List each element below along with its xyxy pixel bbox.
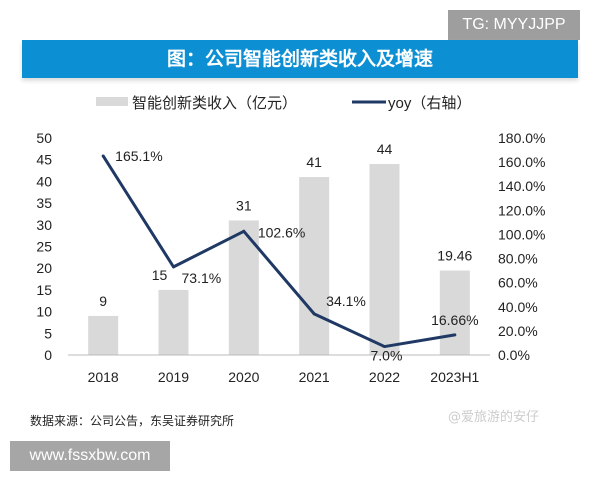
x-axis-tick: 2019 xyxy=(158,369,189,385)
bar-data-label: 15 xyxy=(152,267,168,283)
legend-label-bar: 智能创新类收入（亿元） xyxy=(132,94,297,112)
left-axis-tick: 30 xyxy=(36,217,52,233)
left-axis-tick: 50 xyxy=(36,130,52,146)
right-axis-tick: 160.0% xyxy=(498,154,545,170)
bar xyxy=(228,220,259,355)
bar xyxy=(439,270,470,355)
yoy-data-label: 102.6% xyxy=(258,224,305,240)
bar xyxy=(88,315,119,355)
watermark-tg: TG: MYYJJPP xyxy=(448,10,580,40)
left-axis-tick: 20 xyxy=(36,260,52,276)
bar xyxy=(369,164,400,355)
yoy-point xyxy=(101,154,105,158)
x-axis-tick: 2023H1 xyxy=(430,369,479,385)
left-axis-tick: 10 xyxy=(36,304,52,320)
yoy-point xyxy=(172,265,175,269)
left-axis-tick: 5 xyxy=(44,325,52,341)
right-axis-tick: 40.0% xyxy=(498,299,538,315)
legend-label-line: yoy（右轴） xyxy=(388,95,471,112)
right-axis-tick: 20.0% xyxy=(498,323,538,339)
yoy-data-label: 16.66% xyxy=(431,312,478,328)
yoy-point xyxy=(242,229,246,233)
bar-data-label: 31 xyxy=(236,197,252,213)
yoy-data-label: 73.1% xyxy=(182,270,222,286)
bar xyxy=(299,177,330,355)
x-axis-tick: 2021 xyxy=(299,369,330,385)
chart-title: 图：公司智能创新类收入及增速 xyxy=(22,40,578,78)
bar-data-label: 9 xyxy=(99,293,107,309)
right-axis-tick: 60.0% xyxy=(498,275,538,291)
x-axis-tick: 2018 xyxy=(88,369,119,385)
watermark-author: @爱旅游的安仔 xyxy=(448,410,540,425)
yoy-line xyxy=(101,155,456,349)
left-axis-tick: 15 xyxy=(36,282,52,298)
right-axis-tick: 80.0% xyxy=(498,251,538,267)
left-axis-tick: 25 xyxy=(36,239,52,255)
yoy-point xyxy=(312,312,316,316)
x-axis-tick: 2020 xyxy=(228,369,259,385)
left-axis-tick: 35 xyxy=(36,195,52,211)
right-axis-tick: 120.0% xyxy=(498,202,545,218)
bar-data-label: 41 xyxy=(306,154,322,170)
right-axis-tick: 100.0% xyxy=(498,226,545,242)
left-axis-tick: 40 xyxy=(36,173,52,189)
left-axis-tick: 45 xyxy=(36,152,52,168)
x-axis-tick: 2022 xyxy=(369,369,400,385)
yoy-data-label: 165.1% xyxy=(115,148,162,164)
right-axis-tick: 0.0% xyxy=(498,347,530,363)
bar xyxy=(158,289,189,355)
yoy-data-label: 7.0% xyxy=(371,348,403,364)
left-axis-tick: 0 xyxy=(44,347,52,363)
bar-data-label: 44 xyxy=(377,141,393,157)
right-axis-tick: 180.0% xyxy=(498,130,545,146)
yoy-point xyxy=(453,333,457,337)
watermark-site: www.fssxbw.com xyxy=(10,441,170,471)
source-note: 数据来源：公司公告，东吴证券研究所 xyxy=(30,414,235,428)
yoy-data-label: 34.1% xyxy=(326,293,366,309)
yoy-point xyxy=(383,345,386,349)
legend-swatch-bar xyxy=(96,97,128,106)
right-axis-tick: 140.0% xyxy=(498,178,545,194)
bar-data-label: 19.46 xyxy=(437,248,472,264)
